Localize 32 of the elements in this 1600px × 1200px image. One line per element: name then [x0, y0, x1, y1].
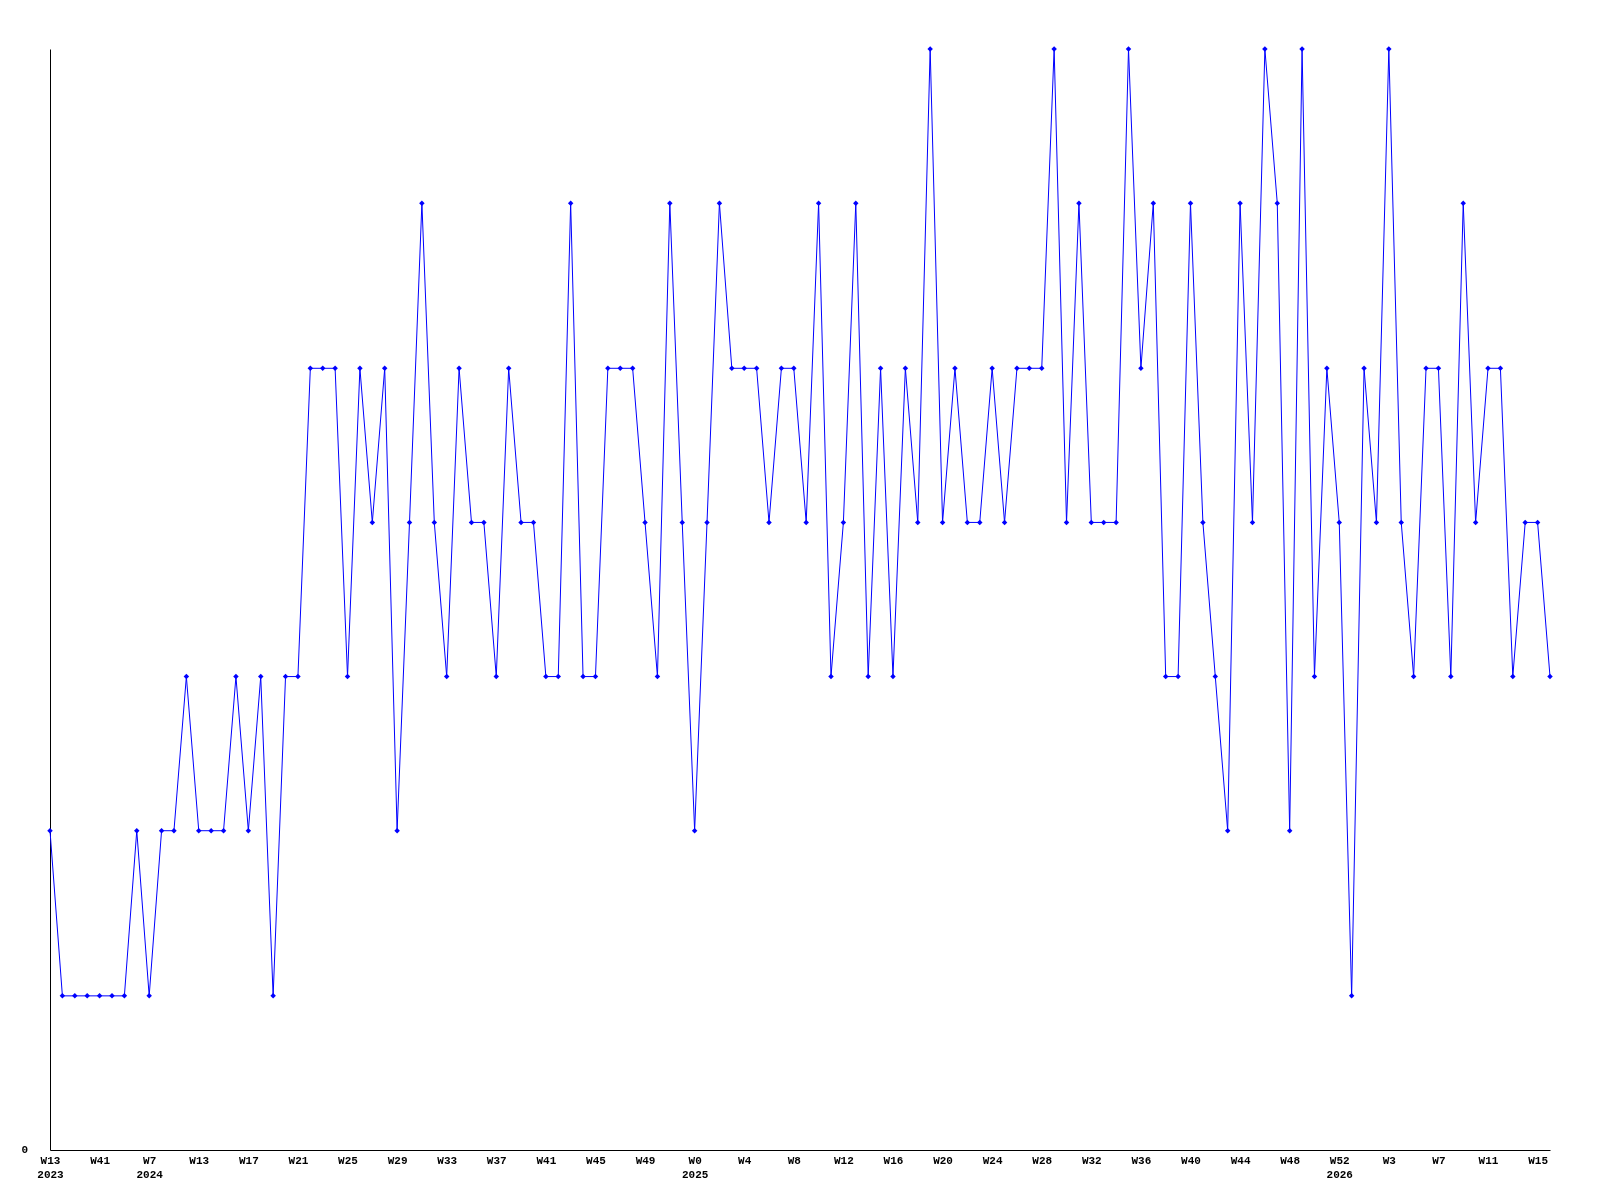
x-tick-label: W17 [238, 1154, 259, 1167]
x-tick-label: W0 2025 [681, 1154, 709, 1181]
x-tick-label: W32 [1081, 1154, 1102, 1167]
x-tick-label: W40 [1181, 1154, 1201, 1167]
x-tick-label: W37 [486, 1154, 507, 1167]
x-tick-label: W29 [387, 1154, 408, 1167]
text: 0 [21, 1144, 28, 1156]
x-tick-label: W13 2023 [37, 1154, 65, 1181]
x-tick-label: W7 [1432, 1154, 1446, 1167]
x-tick-label: W49 [635, 1154, 656, 1167]
x-tick-label: W41 [536, 1154, 557, 1167]
x-tick-label: W8 [787, 1154, 802, 1167]
x-tick-label: W41 [90, 1154, 111, 1167]
x-tick-label: W28 [1032, 1154, 1053, 1167]
x-tick-label: W3 [1382, 1154, 1397, 1167]
x-tick-label: W45 [586, 1154, 607, 1167]
x-tick-label: W24 [982, 1154, 1003, 1167]
x-tick-label: W25 [338, 1154, 359, 1167]
x-tick-label: W36 [1131, 1154, 1152, 1167]
x-tick-label: W13 [189, 1154, 210, 1167]
x-tick-label: W48 [1280, 1154, 1301, 1167]
x-tick-label: W33 [437, 1154, 458, 1167]
x-tick-label: W12 [833, 1154, 854, 1167]
x-tick-label: W44 [1230, 1154, 1251, 1167]
x-tick-label: W7 2024 [136, 1154, 164, 1181]
x-tick-label: W16 [883, 1154, 904, 1167]
x-tick-label: W4 [738, 1154, 752, 1167]
x-tick-label: W15 [1528, 1154, 1549, 1167]
x-tick-label: W20 [933, 1154, 953, 1167]
x-tick-label: W21 [288, 1154, 309, 1167]
x-tick-label: W52 2026 [1326, 1154, 1353, 1181]
x-tick-label: W11 [1478, 1154, 1499, 1167]
